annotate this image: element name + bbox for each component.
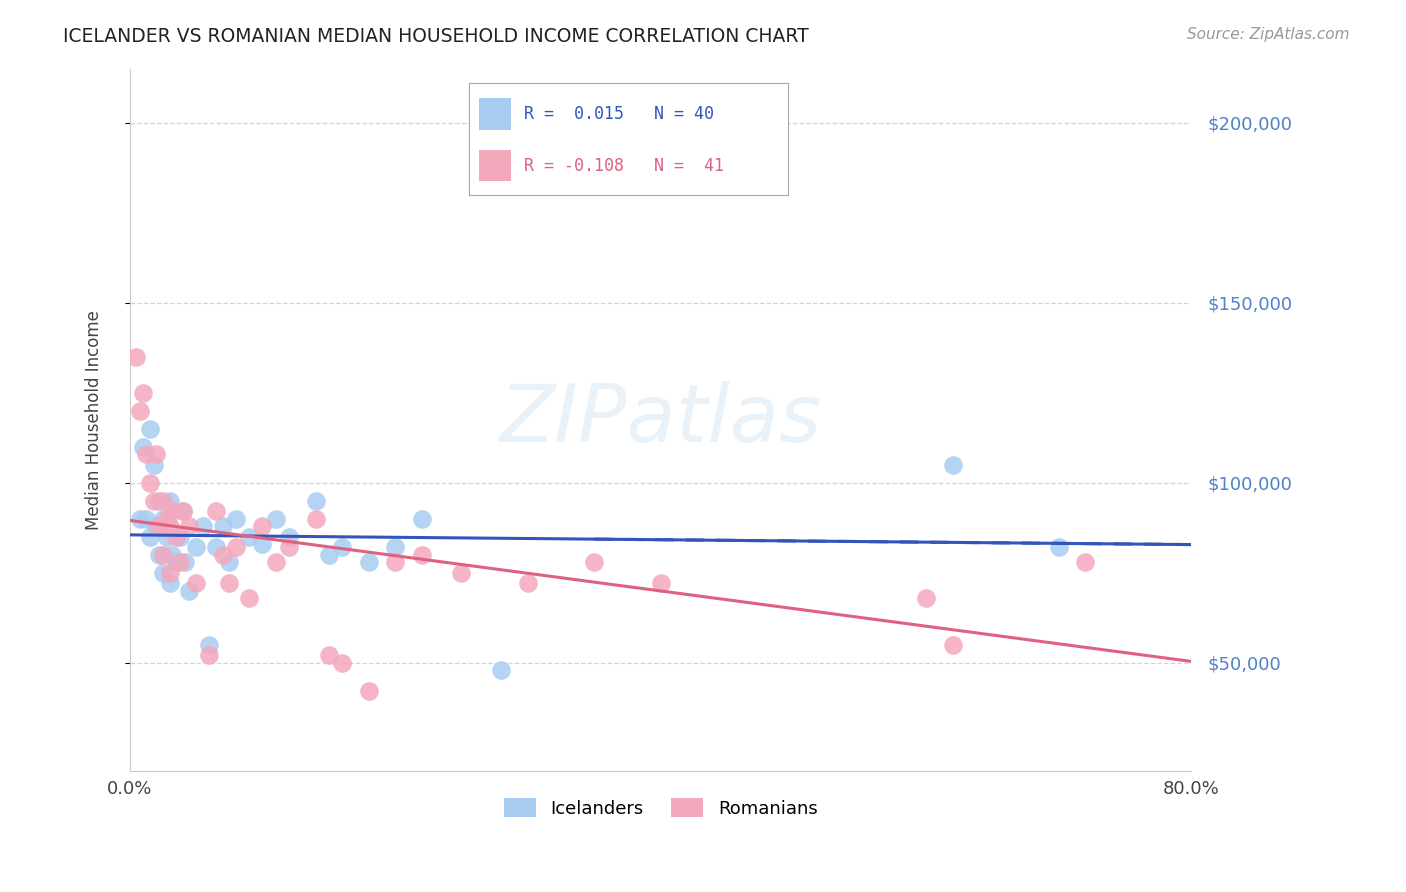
Point [384,541,406,555]
Point [198,638,221,652]
Point [156,530,179,544]
Point [142,458,165,472]
Point [238,591,260,605]
Point [357,684,380,698]
Point [129,403,152,417]
Point [142,493,165,508]
Point [238,530,260,544]
Point [264,555,287,569]
Point [169,555,191,569]
Point [135,447,157,461]
Point [160,548,183,562]
Point [915,591,938,605]
Point [264,511,287,525]
Point [152,566,174,580]
Point [411,548,433,562]
Point [135,511,157,525]
Point [179,518,201,533]
Point [942,458,965,472]
Point [152,511,174,525]
Point [159,518,181,533]
Point [132,440,155,454]
Point [411,511,433,525]
Point [174,555,197,569]
Point [205,504,228,518]
Point [198,648,221,663]
Point [172,504,194,518]
Legend: Icelanders, Romanians: Icelanders, Romanians [496,791,825,825]
Point [650,576,672,591]
Point [156,511,179,525]
Point [132,385,155,400]
Point [252,518,274,533]
Point [125,350,148,364]
Point [211,518,233,533]
Point [491,663,513,677]
Point [278,530,301,544]
Point [191,518,214,533]
Point [169,530,191,544]
Point [330,541,353,555]
Point [211,548,233,562]
Point [225,541,247,555]
Point [357,555,380,569]
Point [159,566,181,580]
Point [148,548,170,562]
Point [304,511,326,525]
Point [138,530,160,544]
Point [184,541,207,555]
Text: Source: ZipAtlas.com: Source: ZipAtlas.com [1187,27,1350,42]
Y-axis label: Median Household Income: Median Household Income [86,310,103,530]
Text: ZIPatlas: ZIPatlas [499,381,821,458]
Text: ICELANDER VS ROMANIAN MEDIAN HOUSEHOLD INCOME CORRELATION CHART: ICELANDER VS ROMANIAN MEDIAN HOUSEHOLD I… [63,27,808,45]
Point [942,638,965,652]
Point [145,518,167,533]
Point [218,555,240,569]
Point [148,518,170,533]
Point [172,504,194,518]
Point [159,493,181,508]
Point [165,530,187,544]
Point [218,576,240,591]
Point [516,576,538,591]
Point [318,648,340,663]
Point [330,656,353,670]
Point [252,537,274,551]
Point [184,576,207,591]
Point [145,447,167,461]
Point [148,493,170,508]
Point [278,541,301,555]
Point [1047,541,1070,555]
Point [1074,555,1097,569]
Point [152,493,174,508]
Point [304,493,326,508]
Point [129,511,152,525]
Point [450,566,472,580]
Point [179,583,201,598]
Point [225,511,247,525]
Point [318,548,340,562]
Point [159,576,181,591]
Point [152,548,174,562]
Point [160,504,183,518]
Point [205,541,228,555]
Point [138,475,160,490]
Point [138,422,160,436]
Point [165,555,187,569]
Point [384,555,406,569]
Point [583,555,606,569]
